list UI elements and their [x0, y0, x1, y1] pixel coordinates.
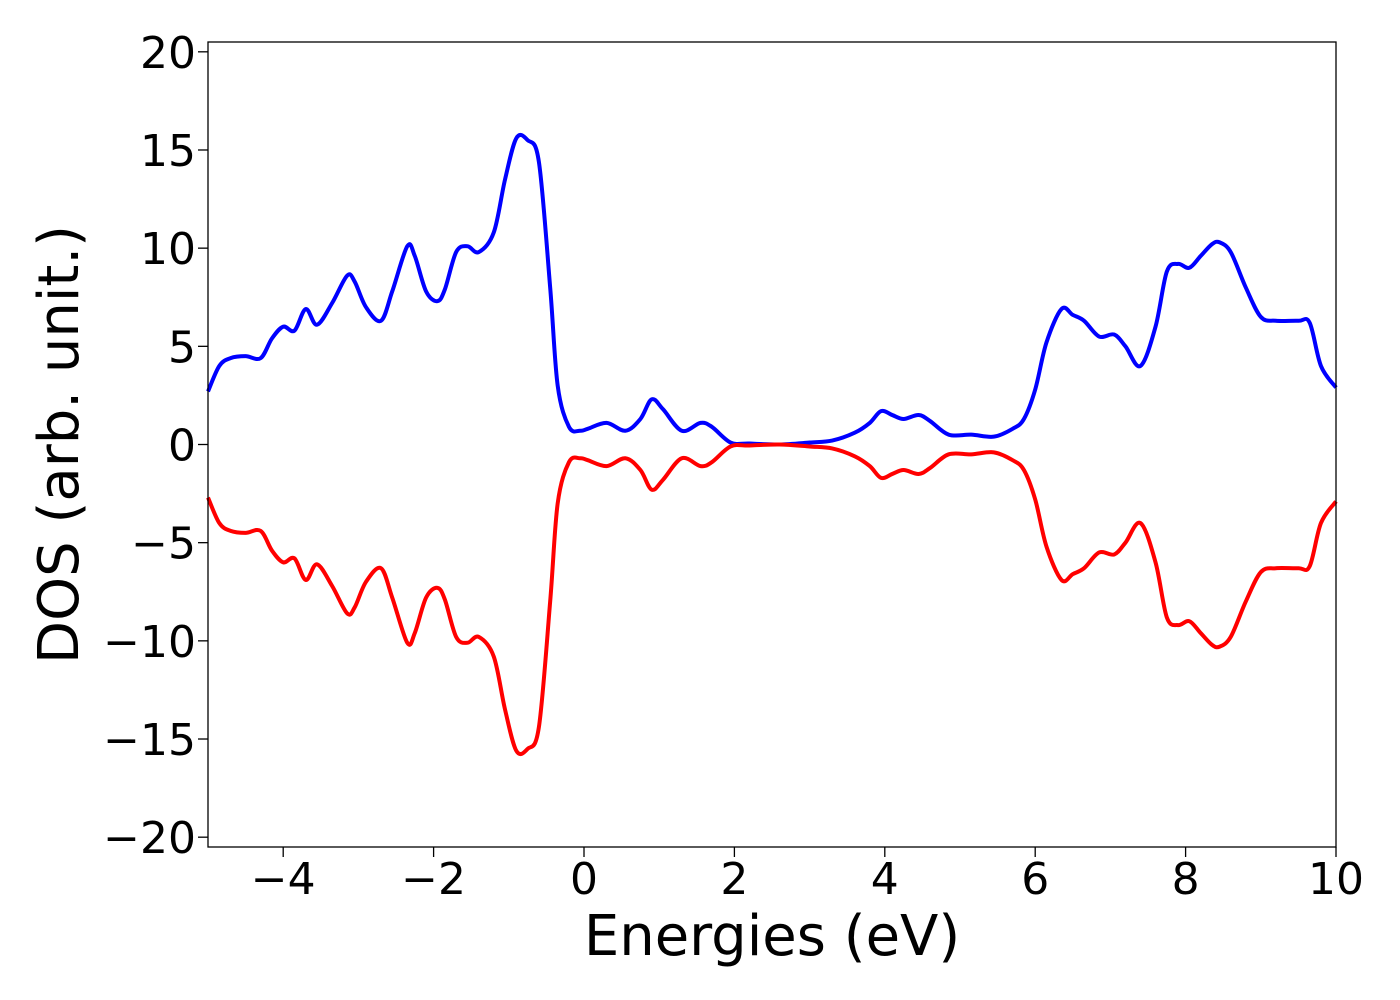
series-layer: [206, 132, 1338, 757]
dos-line-negative: [206, 442, 1338, 757]
y-tick-label: 10: [140, 224, 196, 275]
y-tick-label: 20: [140, 28, 196, 79]
y-tick-label: −20: [103, 813, 196, 864]
y-tick-label: −10: [103, 617, 196, 668]
dos-line-positive: [206, 132, 1338, 447]
x-tick-label: 6: [1021, 854, 1049, 905]
y-tick-label: 15: [140, 126, 196, 177]
x-tick-label: −4: [251, 854, 316, 905]
y-axis-label: DOS (arb. unit.): [27, 225, 92, 664]
x-axis-label: Energies (eV): [584, 904, 960, 969]
plot-frame: [207, 41, 1337, 848]
y-tick-label: 0: [168, 421, 196, 472]
x-tick-label: 4: [871, 854, 899, 905]
y-tick-label: −15: [103, 715, 196, 766]
x-axis-ticks: −4 −2 0 2 4 6 8 10: [251, 847, 1364, 905]
x-tick-label: 2: [720, 854, 748, 905]
x-tick-label: 8: [1172, 854, 1200, 905]
x-tick-label: 0: [570, 854, 598, 905]
y-axis-ticks: −20 −15 −10 −5 0 5 10 15 20: [103, 28, 208, 864]
x-tick-label: −2: [401, 854, 466, 905]
y-tick-label: 5: [168, 322, 196, 373]
y-tick-label: −5: [131, 519, 196, 570]
x-tick-label: 10: [1308, 854, 1364, 905]
